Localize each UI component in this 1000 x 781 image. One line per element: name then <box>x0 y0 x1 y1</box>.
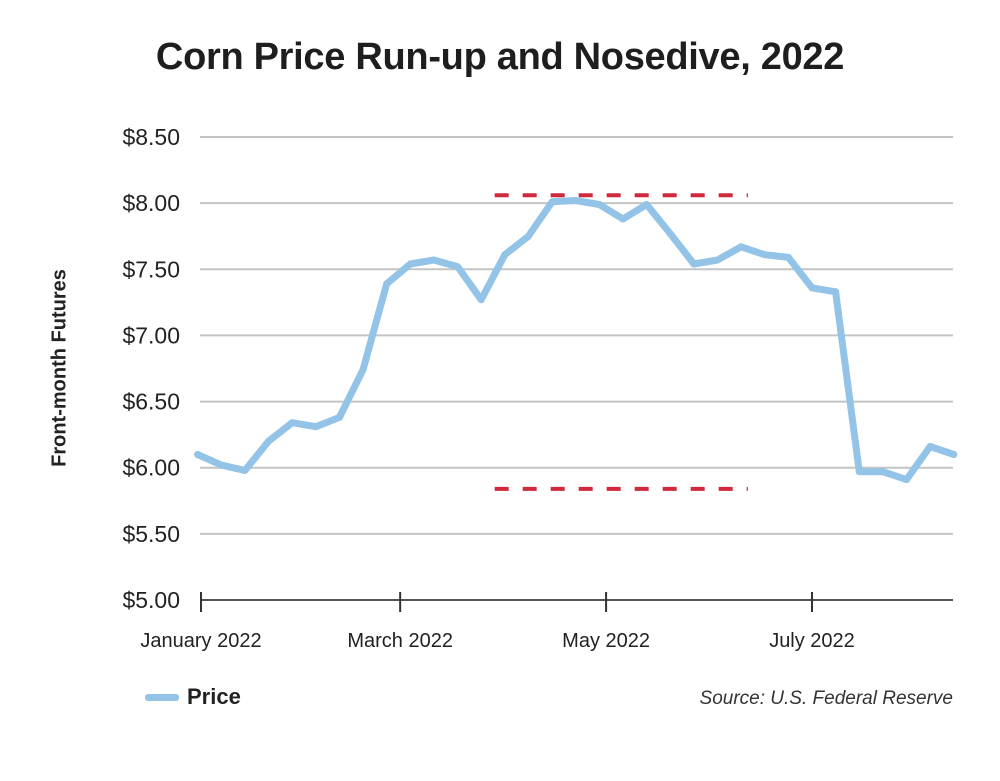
price-point <box>288 419 296 427</box>
y-tick-label: $7.00 <box>122 322 180 348</box>
price-point <box>690 260 698 268</box>
price-point <box>430 256 438 264</box>
price-point <box>879 468 887 476</box>
price-point <box>737 243 745 251</box>
price-point <box>761 251 769 259</box>
price-point <box>548 198 556 206</box>
price-point <box>406 260 414 268</box>
price-point <box>619 215 627 223</box>
price-point <box>501 251 509 259</box>
source-note: Source: U.S. Federal Reserve <box>699 688 953 709</box>
price-point <box>572 196 580 204</box>
price-point <box>265 437 273 445</box>
price-point <box>359 366 367 374</box>
y-tick-label: $7.50 <box>122 256 180 282</box>
y-tick-label: $5.50 <box>122 521 180 547</box>
price-point <box>383 280 391 288</box>
x-tick-label: March 2022 <box>347 630 453 652</box>
price-point <box>477 296 485 304</box>
y-tick-label: $6.50 <box>122 389 180 415</box>
legend: Price <box>145 684 241 710</box>
price-point <box>832 288 840 296</box>
y-tick-label: $5.00 <box>122 587 180 613</box>
price-point <box>217 461 225 469</box>
price-point <box>643 200 651 208</box>
y-tick-label: $8.50 <box>122 124 180 150</box>
price-point <box>808 284 816 292</box>
price-line <box>194 197 958 484</box>
legend-swatch-price <box>145 693 179 701</box>
price-point <box>950 450 958 458</box>
price-point <box>312 423 320 431</box>
price-point <box>903 476 911 484</box>
price-point <box>595 200 603 208</box>
price-point <box>335 413 343 421</box>
legend-label-price: Price <box>187 684 241 709</box>
x-tick-label: July 2022 <box>769 630 855 652</box>
price-point <box>524 232 532 240</box>
price-point <box>241 466 249 474</box>
price-point <box>784 253 792 261</box>
chart-title: Corn Price Run-up and Nosedive, 2022 <box>155 36 845 78</box>
price-point <box>713 256 721 264</box>
price-point <box>194 450 202 458</box>
price-point <box>926 443 934 451</box>
y-tick-label: $6.00 <box>122 455 180 481</box>
x-tick-label: January 2022 <box>140 630 261 652</box>
price-point <box>666 230 674 238</box>
price-point <box>855 468 863 476</box>
y-tick-label: $8.00 <box>122 190 180 216</box>
price-point <box>454 263 462 271</box>
x-tick-label: May 2022 <box>562 630 650 652</box>
